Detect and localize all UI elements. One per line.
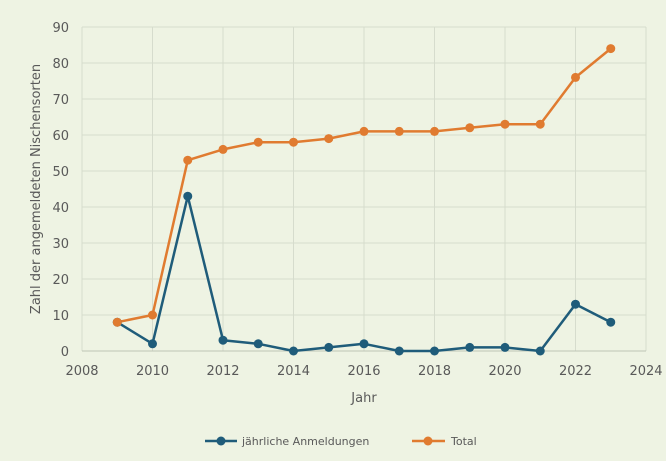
series-layer — [112, 44, 616, 356]
legend-marker-series-1 — [216, 436, 226, 446]
data-point-series-2 — [606, 44, 616, 54]
data-point-series-1 — [571, 299, 580, 309]
x-tick-label: 2016 — [347, 364, 380, 379]
data-point-series-2 — [465, 123, 475, 133]
x-tick-label: 2008 — [65, 364, 98, 379]
y-tick-label: 10 — [52, 309, 69, 324]
y-tick-label: 40 — [52, 201, 69, 216]
x-tick-label: 2020 — [488, 364, 521, 379]
data-point-series-1 — [289, 346, 298, 356]
data-point-series-1 — [500, 342, 510, 352]
data-point-series-1 — [359, 339, 369, 349]
data-point-series-1 — [430, 346, 439, 356]
x-tick-label: 2018 — [418, 364, 451, 379]
x-tick-label: 2024 — [629, 364, 662, 379]
legend-item-series-1: jährliche Anmeldungen — [205, 435, 369, 448]
data-point-series-2 — [253, 137, 263, 147]
data-point-series-2 — [394, 126, 404, 136]
data-point-series-2 — [183, 155, 193, 165]
data-point-series-1 — [148, 339, 157, 349]
data-point-series-1 — [253, 339, 263, 349]
data-point-series-2 — [218, 144, 228, 154]
y-tick-label: 20 — [52, 273, 69, 288]
data-point-series-2 — [324, 134, 334, 144]
data-point-series-2 — [430, 126, 439, 136]
legend: jährliche Anmeldungen Total — [205, 435, 477, 448]
data-point-series-1 — [218, 335, 228, 345]
data-point-series-1 — [394, 346, 404, 356]
data-point-series-2 — [112, 317, 122, 327]
x-tick-label: 2010 — [136, 364, 169, 379]
data-point-series-2 — [289, 137, 298, 147]
y-tick-label: 90 — [52, 21, 69, 36]
y-tick-label: 0 — [61, 345, 69, 360]
x-tick-label: 2012 — [206, 364, 239, 379]
legend-marker-series-2 — [423, 436, 433, 446]
y-tick-label: 50 — [52, 165, 69, 180]
y-tick-label: 70 — [52, 93, 69, 108]
data-point-series-2 — [359, 126, 369, 136]
data-point-series-1 — [324, 342, 334, 352]
data-point-series-1 — [465, 342, 475, 352]
data-point-series-1 — [606, 317, 616, 327]
data-point-series-1 — [183, 191, 193, 201]
data-point-series-2 — [535, 119, 545, 129]
x-axis-title: Jahr — [350, 391, 377, 406]
legend-label-series-2: Total — [450, 435, 477, 448]
data-point-series-2 — [500, 119, 510, 129]
y-tick-label: 30 — [52, 237, 69, 252]
x-tick-label: 2014 — [277, 364, 310, 379]
data-point-series-2 — [571, 72, 580, 82]
gridlines — [81, 26, 647, 352]
data-point-series-1 — [535, 346, 545, 356]
y-axis-title: Zahl der angemeldeten Nischensorten — [29, 64, 44, 314]
y-tick-label: 80 — [52, 57, 69, 72]
legend-item-series-2: Total — [412, 435, 477, 448]
legend-label-series-1: jährliche Anmeldungen — [241, 435, 369, 448]
data-point-series-2 — [148, 310, 157, 320]
y-tick-label: 60 — [52, 129, 69, 144]
axes: 2008 2010 2012 2014 2016 2018 2020 2022 2024 0 10 2… — [52, 21, 662, 379]
x-tick-label: 2022 — [559, 364, 592, 379]
